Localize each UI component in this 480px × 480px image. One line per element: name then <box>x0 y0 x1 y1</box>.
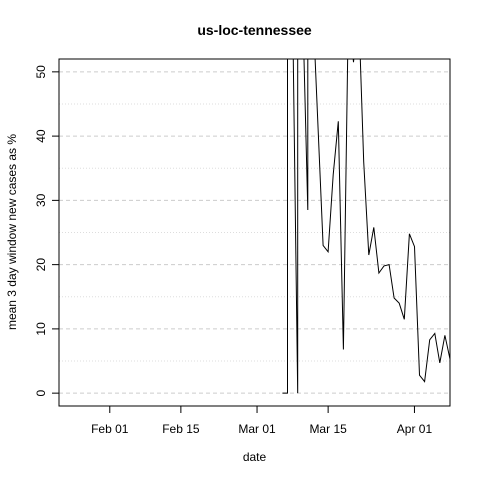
y-axis: 0 10 20 30 40 50 <box>34 65 59 396</box>
x-axis-label: date <box>243 450 267 464</box>
y-tick-label: 50 <box>34 65 48 79</box>
grid-lines <box>59 71 450 394</box>
y-tick-label: 10 <box>34 322 48 336</box>
chart-title: us-loc-tennessee <box>197 22 312 38</box>
y-axis-label: mean 3 day window new cases as % <box>5 134 19 330</box>
x-tick-label: Apr 01 <box>397 422 433 436</box>
x-tick-label: Feb 15 <box>162 422 200 436</box>
x-tick-label: Mar 15 <box>309 422 347 436</box>
y-tick-label: 30 <box>34 193 48 207</box>
series-line <box>282 59 450 394</box>
x-tick-label: Feb 01 <box>91 422 129 436</box>
series-layer <box>282 59 450 394</box>
y-tick-label: 20 <box>34 258 48 272</box>
plot-frame <box>58 58 451 407</box>
y-tick-label: 0 <box>34 389 48 396</box>
x-tick-label: Mar 01 <box>238 422 276 436</box>
y-tick-label: 40 <box>34 129 48 143</box>
x-axis: Feb 01 Feb 15 Mar 01 Mar 15 Apr 01 <box>91 406 432 436</box>
